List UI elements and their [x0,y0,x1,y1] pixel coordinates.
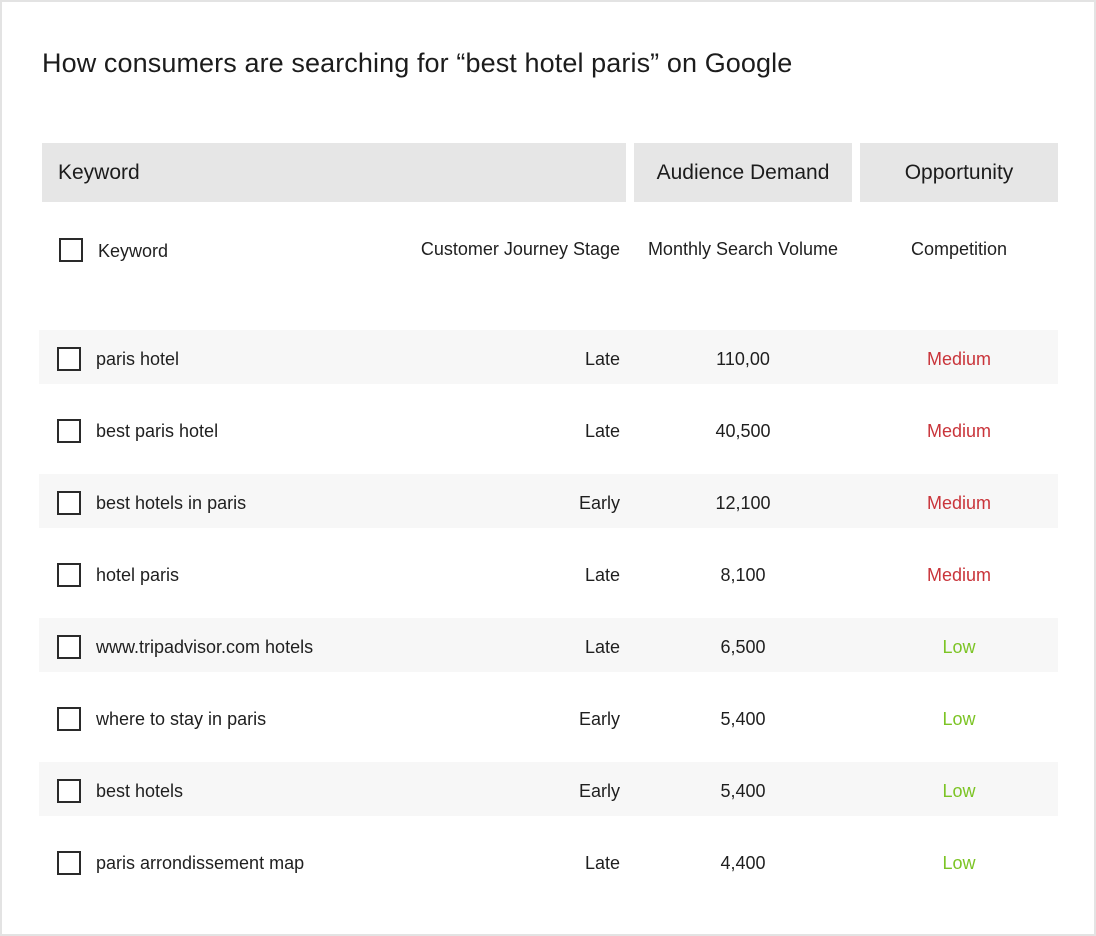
volume-cell: 6,500 [720,637,766,657]
stage-cell: Late [584,349,620,369]
keyword-cell: paris arrondissement map [96,853,305,873]
competition-cell: Low [942,853,976,873]
table-row: best paris hotel Late 40,500 Medium [39,402,1058,456]
row-checkbox[interactable] [57,851,81,875]
row-checkbox[interactable] [57,419,81,443]
stage-cell: Late [584,637,620,657]
stage-cell: Late [584,565,620,585]
volume-cell: 5,400 [720,781,766,801]
volume-cell: 4,400 [720,853,766,873]
row-checkbox[interactable] [57,563,81,587]
row-checkbox[interactable] [57,491,81,515]
volume-cell: 8,100 [720,565,766,585]
row-checkbox[interactable] [57,707,81,731]
table-row: www.tripadvisor.com hotels Late 6,500 Low [39,618,1058,672]
row-checkbox[interactable] [57,635,81,659]
competition-cell: Medium [926,493,992,513]
competition-cell: Medium [926,421,992,441]
volume-cell: 5,400 [720,709,766,729]
column-header-keyword: Keyword [98,241,169,261]
row-checkbox[interactable] [57,347,81,371]
keyword-cell: best hotels [96,781,184,801]
competition-cell: Low [942,709,976,729]
keyword-cell: where to stay in paris [96,709,267,729]
select-all-checkbox[interactable] [59,238,83,262]
stage-cell: Early [578,493,620,513]
competition-cell: Medium [926,349,992,369]
stage-cell: Early [578,781,620,801]
keyword-rows: paris hotel Late 110,00 Medium best paris ho… [39,330,1058,906]
group-header-audience-demand: Audience Demand [634,143,852,202]
table-row: paris arrondissement map Late 4,400 Low [39,834,1058,888]
table-row: paris hotel Late 110,00 Medium [39,330,1058,384]
stage-cell: Late [584,421,620,441]
column-header-stage: Customer Journey Stage [420,239,620,259]
checkbox-box[interactable] [59,238,83,262]
competition-cell: Medium [926,565,992,585]
keyword-cell: www.tripadvisor.com hotels [96,637,314,657]
keyword-cell: paris hotel [96,349,180,369]
keyword-cell: best hotels in paris [96,493,247,513]
table-row: where to stay in paris Early 5,400 Low [39,690,1058,744]
stage-cell: Early [578,709,620,729]
competition-cell: Low [942,781,976,801]
stage-cell: Late [584,853,620,873]
column-header-volume: Monthly Search Volume [647,239,839,259]
table-row: best hotels Early 5,400 Low [39,762,1058,816]
competition-cell: Low [942,637,976,657]
group-header-keyword: Keyword [42,143,626,202]
group-header-opportunity: Opportunity [860,143,1058,202]
volume-cell: 12,100 [715,493,771,513]
volume-cell: 40,500 [715,421,771,441]
table-row: hotel paris Late 8,100 Medium [39,546,1058,600]
page-title: How consumers are searching for “best ho… [42,48,793,78]
volume-cell: 110,00 [716,349,770,369]
column-header-competition: Competition [910,239,1008,259]
row-checkbox[interactable] [57,779,81,803]
keyword-cell: best paris hotel [96,421,219,441]
keyword-cell: hotel paris [96,565,180,585]
table-row: best hotels in paris Early 12,100 Medium [39,474,1058,528]
